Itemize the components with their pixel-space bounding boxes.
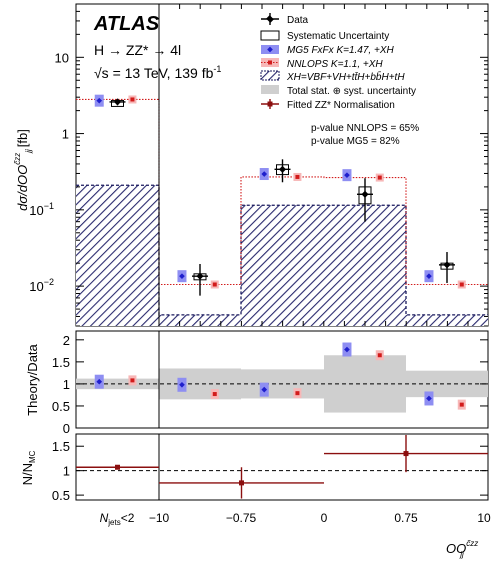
legend-nnlops-label: NNLOPS K=1.1, +XH <box>287 59 383 70</box>
data-marker <box>443 261 451 269</box>
mg5-marker <box>96 97 103 104</box>
ratio-total-unc-band <box>76 378 159 390</box>
data-marker <box>361 190 369 198</box>
legend-fitted-label: Fitted ZZ* Normalisation <box>287 100 395 111</box>
ratio-panel: 0 0.5 1 1.5 2 Theory/Data <box>25 330 489 436</box>
ratio-y-axis-label: Theory/Data <box>25 343 40 415</box>
ratio-mg5-marker <box>96 378 103 385</box>
xh-bar <box>406 314 488 326</box>
ratio-y-tick-label: 2 <box>63 333 70 348</box>
nnlops-marker <box>212 282 217 287</box>
ratio-total-unc-band <box>159 368 241 400</box>
norm-panel: 0.5 1 1.5 N/NMC <box>20 433 489 503</box>
xh-bar <box>76 185 159 326</box>
ratio-mg5-marker <box>261 386 268 393</box>
data-syst-box <box>276 164 289 176</box>
ratio-y-tick-label: 0 <box>63 421 70 436</box>
legend-syst-swatch <box>260 30 280 41</box>
norm-plot-content <box>76 434 488 500</box>
pvalue-nnlops: p-value NNLOPS = 65% <box>311 123 419 134</box>
x-tick-label: 0.75 <box>394 511 418 525</box>
mg5-marker <box>344 172 350 178</box>
x-tick-label: 0 <box>321 511 328 525</box>
x-tick-label: 10 <box>477 511 491 525</box>
x-tick-label: −0.75 <box>226 511 257 525</box>
legend-xh-label: XH=VBF+VH+tt̄H+bb̄H+tH <box>286 70 405 83</box>
norm-y-axis: 0.5 1 1.5 <box>52 439 488 503</box>
ratio-y-tick-label: 1 <box>63 377 70 392</box>
data-marker <box>196 272 204 280</box>
pvalue-mg5: p-value MG5 = 82% <box>311 136 400 147</box>
norm-y-axis-label: N/NMC <box>20 450 37 485</box>
norm-fitted-marker <box>239 480 244 486</box>
ratio-y-tick-label: 0.5 <box>52 399 70 414</box>
xh-bar <box>159 314 241 326</box>
energy-lumi-label: √s = 13 TeV, 139 fb-1 <box>94 64 221 81</box>
xh-bar <box>324 205 406 326</box>
norm-fitted-marker <box>403 451 409 457</box>
main-y-axis: 10 1 10−1 10−2 <box>29 3 488 327</box>
x-tick-label: Njets<2 <box>100 511 135 527</box>
legend-data-label: Data <box>287 15 309 26</box>
ratio-nnlops-marker <box>459 402 464 407</box>
nnlops-marker <box>459 282 464 287</box>
ratio-y-tick-label: 1.5 <box>52 355 70 370</box>
legend-data-marker <box>261 13 279 25</box>
mg5-marker <box>261 171 268 177</box>
ratio-mg5-marker <box>426 395 432 402</box>
x-axis-label: OOc̃zz jj <box>446 539 478 559</box>
legend-syst-label: Systematic Uncertainty <box>287 31 389 42</box>
ratio-plot-content <box>76 331 488 428</box>
mg5-marker <box>179 273 185 280</box>
process-label: H → ZZ* → 4l <box>94 42 181 58</box>
ratio-nnlops-marker <box>130 378 135 383</box>
legend-nnlops-swatch <box>261 58 279 67</box>
x-axis-tick-labels: Njets<2 −10 −0.75 0 0.75 10 <box>100 511 491 527</box>
norm-fitted-marker <box>115 464 120 470</box>
nnlops-marker <box>130 97 135 102</box>
ratio-mg5-marker <box>344 346 350 353</box>
main-plot-content <box>76 4 488 326</box>
xh-bar <box>241 205 324 326</box>
norm-y-tick-label: 1 <box>63 464 70 479</box>
y-tick-label: 10−2 <box>29 277 54 294</box>
ratio-y-axis: 0 0.5 1 1.5 2 <box>52 333 488 436</box>
y-tick-label: 10−1 <box>29 201 54 218</box>
ratio-nnlops-marker <box>377 353 382 358</box>
nnlops-marker <box>377 175 382 180</box>
ratio-nnlops-marker <box>295 391 300 396</box>
y-tick-label: 10 <box>55 50 69 65</box>
ratio-mg5-marker <box>179 381 185 388</box>
legend-xh-swatch <box>260 70 280 81</box>
data-marker <box>113 98 122 106</box>
nnlops-marker <box>295 174 300 179</box>
legend-mg5-label: MG5 FxFx K=1.47, +XH <box>287 45 394 56</box>
legend: Data Systematic Uncertainty MG5 FxFx K=1… <box>260 13 419 147</box>
norm-y-tick-label: 0.5 <box>52 488 70 503</box>
data-marker <box>278 165 287 173</box>
legend-mg5-swatch <box>261 45 279 54</box>
main-y-axis-label: dσ/dOOc̃zzjj[fb] <box>13 129 33 211</box>
x-tick-label: −10 <box>149 511 170 525</box>
ratio-nnlops-marker <box>212 392 217 397</box>
norm-y-tick-label: 1.5 <box>52 439 70 454</box>
experiment-label: ATLAS <box>93 13 160 35</box>
data-syst-box <box>358 186 372 205</box>
y-tick-label: 1 <box>62 127 69 142</box>
legend-total-swatch <box>261 85 279 94</box>
mg5-marker <box>426 273 432 280</box>
main-panel: 10 1 10−1 10−2 ATLAS H → ZZ* → 4l √s = 13 T… <box>13 3 489 327</box>
legend-fitted-marker <box>261 99 279 109</box>
legend-total-label: Total stat. ⊕ syst. uncertainty <box>287 86 416 97</box>
